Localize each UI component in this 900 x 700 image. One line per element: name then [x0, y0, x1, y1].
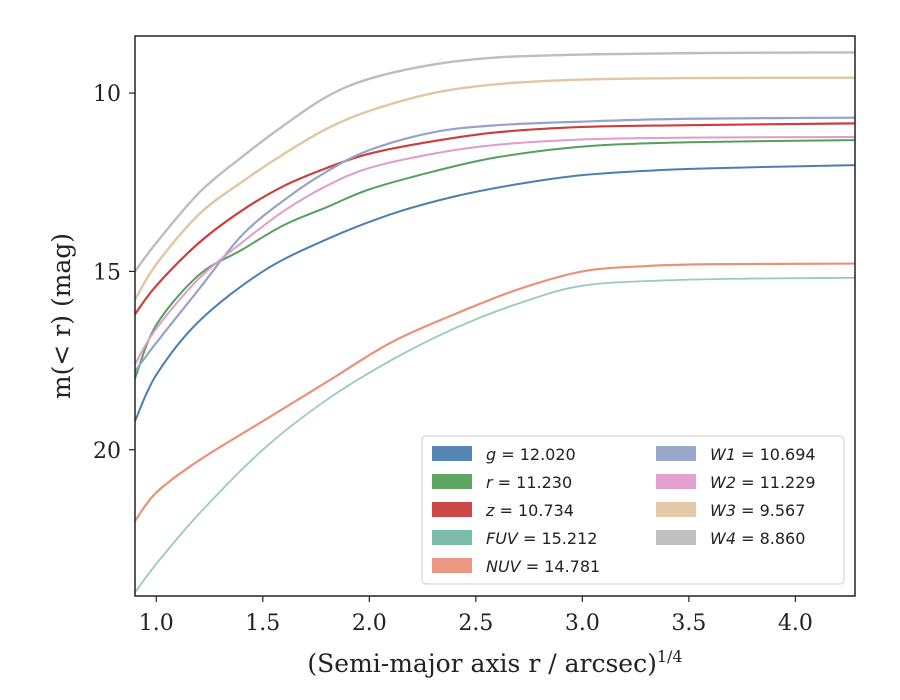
- series-line-w3: [135, 76, 855, 302]
- x-tick-label: 3.0: [565, 611, 600, 636]
- x-tick-label: 1.0: [139, 611, 174, 636]
- series-line-w2: [135, 135, 855, 366]
- legend-swatch-w2: [656, 474, 696, 489]
- legend-entry-r: r = 11.230: [486, 473, 572, 492]
- legend-swatch-w4: [656, 530, 696, 545]
- legend-swatch-fuv: [432, 530, 472, 545]
- legend-entry-nuv: NUV = 14.781: [486, 557, 600, 576]
- legend-swatch-z: [432, 502, 472, 517]
- y-axis-label: m(< r) (mag): [47, 233, 76, 399]
- plot-frame: [134, 35, 856, 597]
- series-line-r: [135, 139, 855, 380]
- x-tick-label: 4.0: [778, 611, 813, 636]
- legend-box: [421, 435, 845, 585]
- plot-area: [135, 51, 855, 594]
- series-line-fuv: [135, 276, 855, 594]
- y-tick-label: 10: [93, 82, 121, 107]
- series-line-w1: [135, 116, 855, 373]
- legend-entry-w3: W3 = 9.567: [710, 501, 805, 520]
- legend-entry-w1: W1 = 10.694: [710, 445, 816, 464]
- legend-swatch-nuv: [432, 558, 472, 573]
- legend-swatch-r: [432, 474, 472, 489]
- x-axis: 1.0 1.5 2.0 2.5 3.0 3.5 4.0: [139, 596, 813, 636]
- series-line-z: [135, 122, 855, 316]
- x-axis-label: (Semi-major axis r / arcsec)1/4: [307, 647, 682, 678]
- legend-entry-fuv: FUV = 15.212: [486, 529, 597, 548]
- legend-entry-g: g = 12.020: [486, 445, 576, 464]
- series-line-g: [135, 164, 855, 423]
- x-tick-label: 3.5: [671, 611, 706, 636]
- x-tick-label: 2.0: [352, 611, 387, 636]
- series-line-w4: [135, 51, 855, 273]
- series-line-nuv: [135, 262, 855, 523]
- y-tick-label: 20: [93, 439, 121, 464]
- legend-swatch-w1: [656, 446, 696, 461]
- y-axis: 10 15 20: [93, 82, 135, 464]
- legend-entry-z: z = 10.734: [485, 501, 574, 520]
- legend-swatch-w3: [656, 502, 696, 517]
- legend-entry-w4: W4 = 8.860: [710, 529, 805, 548]
- legend: g = 12.020 r = 11.230 z = 10.734 FUV = 15.2…: [421, 435, 845, 585]
- y-tick-label: 15: [93, 260, 121, 285]
- legend-entry-w2: W2 = 11.229: [710, 473, 816, 492]
- legend-swatch-g: [432, 446, 472, 461]
- x-tick-label: 2.5: [458, 611, 493, 636]
- x-tick-label: 1.5: [245, 611, 280, 636]
